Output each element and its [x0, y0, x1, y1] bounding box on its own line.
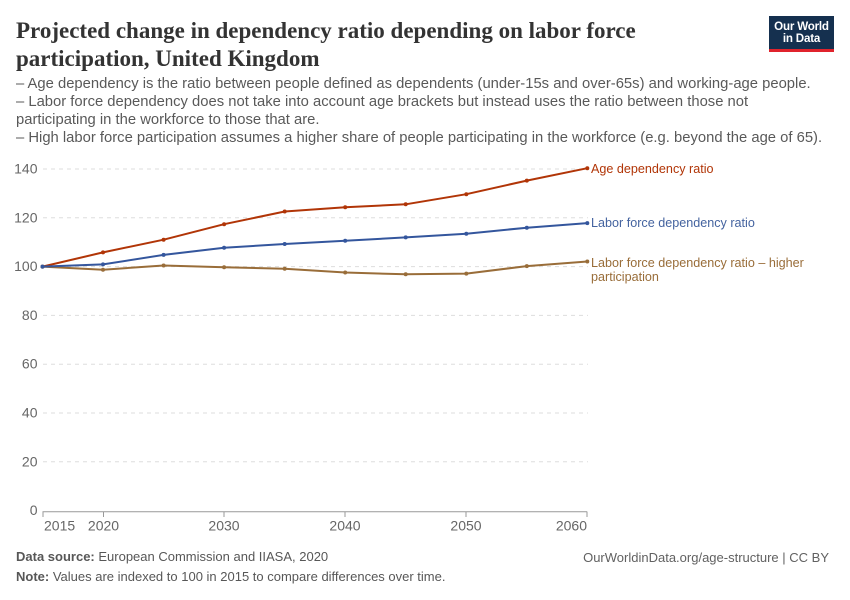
- svg-text:0: 0: [30, 502, 38, 518]
- svg-text:40: 40: [22, 405, 38, 421]
- svg-text:20: 20: [22, 453, 38, 469]
- svg-text:2015: 2015: [44, 518, 75, 534]
- svg-text:2020: 2020: [88, 518, 119, 534]
- svg-text:2050: 2050: [450, 518, 481, 534]
- svg-text:80: 80: [22, 307, 38, 323]
- svg-text:60: 60: [22, 356, 38, 372]
- svg-text:100: 100: [14, 258, 38, 274]
- svg-text:140: 140: [14, 161, 38, 177]
- svg-text:2040: 2040: [329, 518, 360, 534]
- svg-text:2060: 2060: [556, 518, 587, 534]
- svg-text:120: 120: [14, 209, 38, 225]
- svg-text:2030: 2030: [208, 518, 239, 534]
